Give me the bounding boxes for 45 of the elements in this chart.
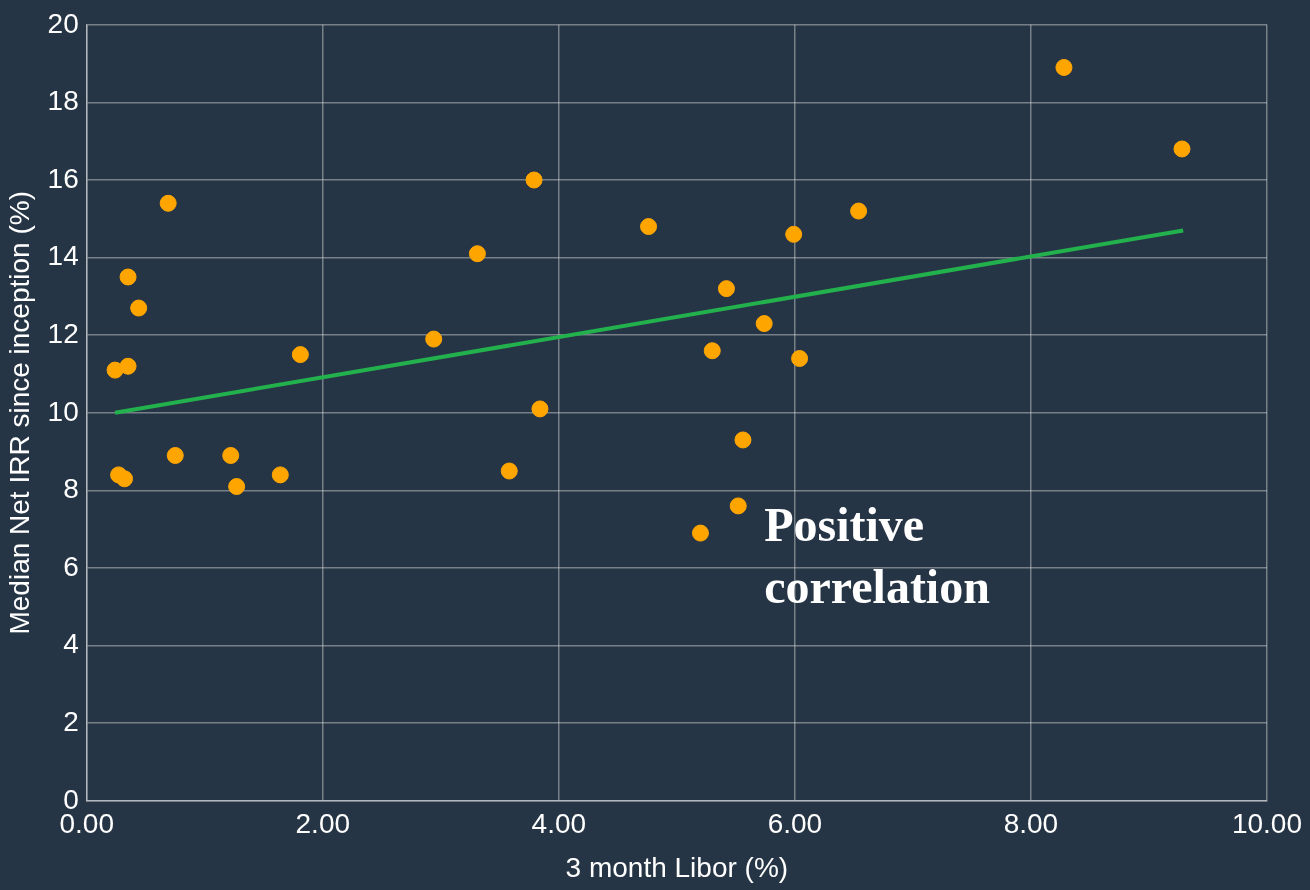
y-tick-label: 14 [47,240,79,272]
point [425,330,443,348]
point [228,478,246,496]
point [291,346,309,364]
x-tick-label: 8.00 [1003,808,1059,840]
y-tick-label: 12 [47,317,79,349]
x-tick-label: 6.00 [767,808,823,840]
x-tick-label: 10.00 [1231,808,1302,840]
point [755,315,773,333]
y-tick-label: 16 [47,162,79,194]
point [468,245,486,263]
y-tick-label: 20 [47,7,79,39]
y-tick-label: 6 [63,550,79,582]
point [500,462,518,480]
point [729,497,747,515]
x-axis-title: 3 month Libor (%) [565,851,789,883]
y-tick-label: 8 [63,473,79,505]
point [525,171,543,189]
point [166,446,184,464]
point [717,280,735,298]
point [703,342,721,360]
point [119,268,137,286]
point [1173,140,1191,158]
point [785,225,803,243]
point [791,349,809,367]
point [130,299,148,317]
x-tick-label: 2.00 [295,808,351,840]
point [531,400,549,418]
y-tick-label: 18 [47,85,79,117]
x-tick-label: 4.00 [531,808,587,840]
point [159,194,177,212]
y-tick-label: 10 [47,395,79,427]
annotation: Positive correlation [764,497,991,616]
point [640,218,658,236]
y-tick-label: 4 [63,628,79,660]
point [271,466,289,484]
point [222,446,240,464]
point [850,202,868,220]
y-axis-title: Median Net IRR since inception (%) [3,191,35,635]
point [1055,58,1073,76]
point [734,431,752,449]
point [116,470,134,488]
point [691,524,709,542]
point [119,357,137,375]
y-tick-label: 2 [63,705,79,737]
